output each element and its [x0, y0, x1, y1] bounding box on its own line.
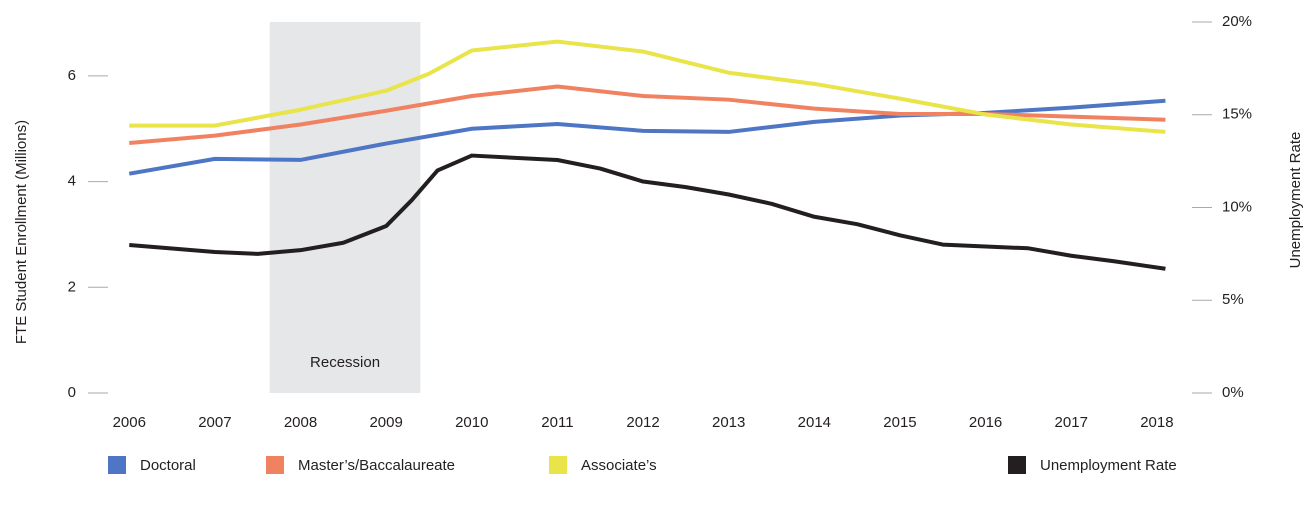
y2-tick-label: 10%	[1222, 198, 1252, 215]
recession-band	[269, 22, 421, 393]
recession-label: Recession	[310, 354, 380, 371]
x-tick-label: 2006	[113, 414, 146, 431]
x-tick-label: 2011	[541, 414, 573, 431]
x-tick-label: 2013	[712, 414, 745, 431]
y-tick-label: 2	[68, 278, 76, 295]
x-tick-label: 2010	[455, 414, 488, 431]
series-line	[129, 153, 1166, 271]
y-tick-label: 4	[68, 173, 76, 190]
series-line	[129, 39, 1166, 134]
y-tick-label: 0	[68, 384, 76, 401]
x-tick-label: 2016	[969, 414, 1002, 431]
legend-label: Doctoral	[140, 457, 196, 474]
y2-tick-label: 0%	[1222, 384, 1244, 401]
x-tick-label: 2009	[369, 414, 402, 431]
x-tick-label: 2012	[626, 414, 659, 431]
x-tick-label: 2017	[1055, 414, 1088, 431]
x-tick-label: 2018	[1140, 414, 1173, 431]
x-tick-label: 2007	[198, 414, 231, 431]
y2-tick-label: 20%	[1222, 13, 1252, 30]
legend-swatch	[1008, 456, 1026, 474]
legend-swatch	[108, 456, 126, 474]
y-tick-label: 6	[68, 67, 76, 84]
y-axis-label: FTE Student Enrollment (Millions)	[13, 120, 30, 344]
x-tick-label: 2015	[883, 414, 916, 431]
x-tick-label: 2008	[284, 414, 317, 431]
y2-axis-label: Unemployment Rate	[1287, 132, 1304, 269]
legend-swatch	[549, 456, 567, 474]
x-tick-label: 2014	[798, 414, 831, 431]
y2-tick-label: 5%	[1222, 291, 1244, 308]
legend-label: Unemployment Rate	[1040, 457, 1177, 474]
legend-swatch	[266, 456, 284, 474]
legend-label: Master’s/Baccalaureate	[298, 457, 455, 474]
y2-tick-label: 15%	[1222, 106, 1252, 123]
legend-label: Associate’s	[581, 457, 657, 474]
